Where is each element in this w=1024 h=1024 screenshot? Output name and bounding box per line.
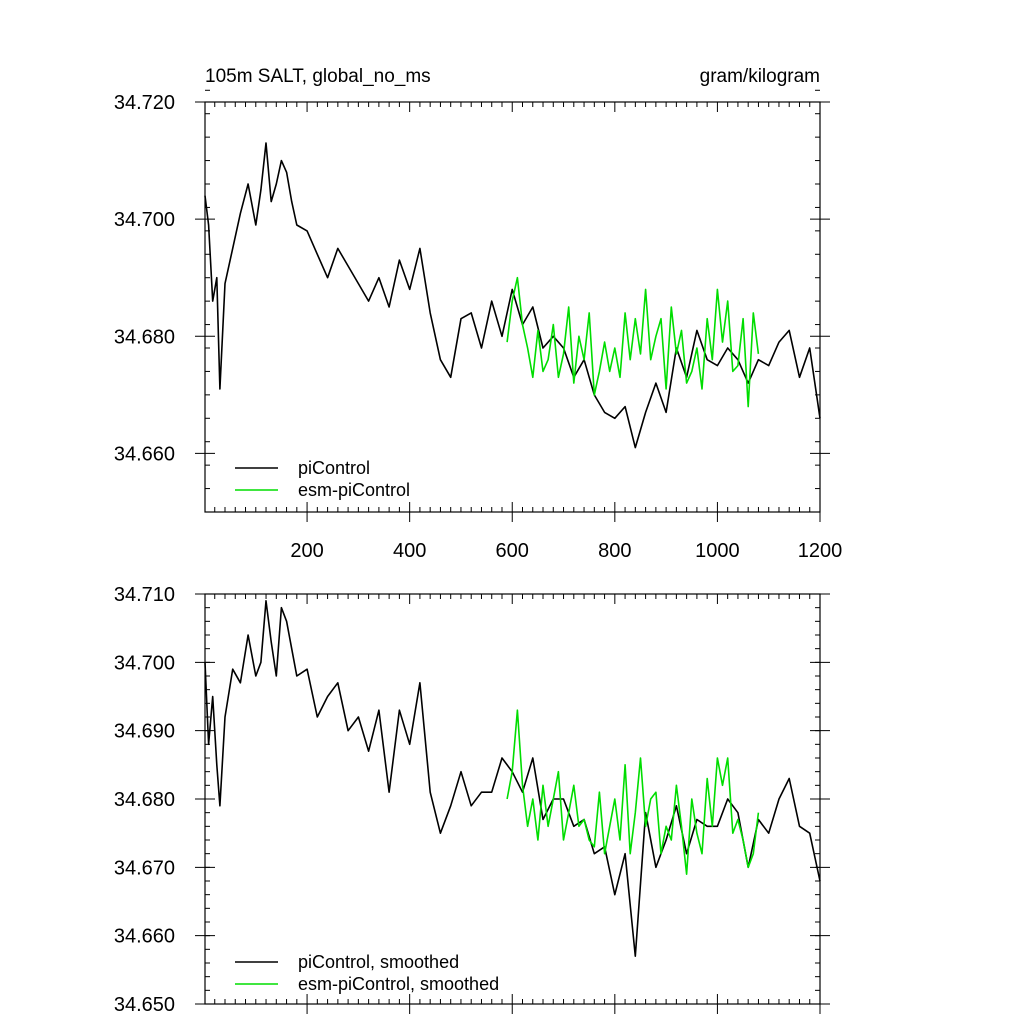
bottom-y-tick-label: 34.650 [114,994,175,1016]
bottom-legend-label-0: piControl, smoothed [298,952,459,972]
top-x-tick-label: 600 [496,540,529,562]
bottom-series-line-1 [506,709,760,876]
top-y-tick-label: 34.680 [114,326,175,348]
top-legend-label-1: esm-piControl [298,480,410,500]
top-y-tick-label: 34.660 [114,443,175,465]
bottom-y-tick-label: 34.660 [114,926,175,948]
top-x-tick-label: 1000 [695,540,740,562]
bottom-legend-label-1: esm-piControl, smoothed [298,974,499,994]
top-y-tick-label: 34.720 [114,92,175,114]
bottom-y-tick-label: 34.680 [114,789,175,811]
bottom-panel: 34.650 34.660 34.670 34.680 34.690 34.700 34.7… [114,584,830,1016]
top-chart-title: 105m SALT, global_no_ms [205,66,431,87]
bottom-y-tick-label: 34.690 [114,721,175,743]
top-y-tick-label: 34.700 [114,209,175,231]
top-series-line-0 [204,142,821,449]
bottom-y-tick-label: 34.710 [114,584,175,606]
top-x-tick-label: 800 [598,540,631,562]
bottom-y-tick-label: 34.670 [114,857,175,879]
top-panel: 200 400 600 800 1000 1200 34.660 34.680 34.700 34… [114,89,843,562]
bottom-series-line-0 [204,599,821,958]
top-x-tick-label: 400 [393,540,426,562]
top-legend-label-0: piControl [298,458,370,478]
top-chart-units: gram/kilogram [700,66,820,87]
top-x-tick-label: 1200 [798,540,843,562]
top-x-tick-label: 200 [290,540,323,562]
top-series-line-1 [506,276,760,408]
bottom-y-tick-label: 34.700 [114,652,175,674]
